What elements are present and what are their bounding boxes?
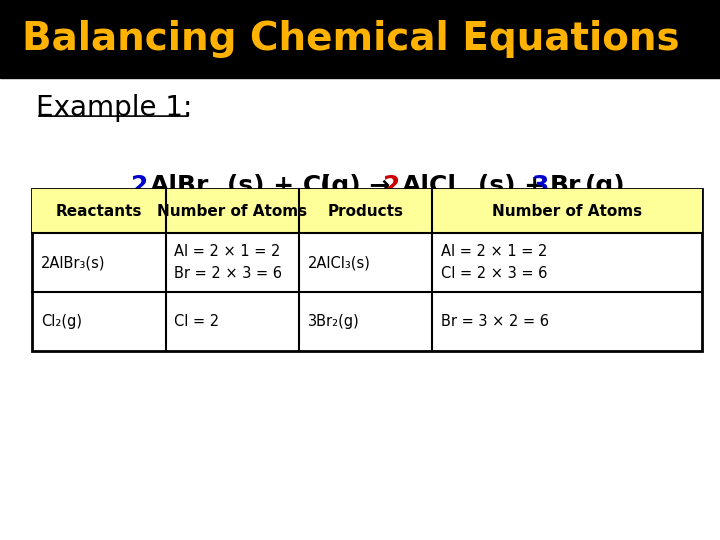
Text: Example 1:: Example 1: xyxy=(36,94,192,122)
Text: Reactants: Reactants xyxy=(55,204,143,219)
Text: 3: 3 xyxy=(240,267,248,281)
Text: Products: Products xyxy=(328,204,403,219)
Text: 2: 2 xyxy=(310,191,321,209)
Text: Number of Atoms: Number of Atoms xyxy=(157,204,307,219)
Text: .  Count the atoms again:: . Count the atoms again: xyxy=(248,258,495,277)
Text: of 2 in front of AlCl: of 2 in front of AlCl xyxy=(36,258,220,277)
Text: Al = 2 × 1 = 2
Br = 2 × 3 = 6: Al = 2 × 1 = 2 Br = 2 × 3 = 6 xyxy=(174,244,282,281)
Text: 3: 3 xyxy=(216,191,228,209)
FancyBboxPatch shape xyxy=(32,189,166,233)
Text: 3Br₂(g): 3Br₂(g) xyxy=(307,314,359,329)
Text: 3: 3 xyxy=(468,191,480,209)
Text: Balance the number of aluminum atoms by adding a coefficient: Balance the number of aluminum atoms by … xyxy=(36,229,660,248)
Text: (g) →: (g) → xyxy=(320,174,391,198)
Text: 2AlBr₃(s): 2AlBr₃(s) xyxy=(41,255,106,270)
FancyBboxPatch shape xyxy=(432,189,702,233)
Text: Cl₂(g): Cl₂(g) xyxy=(41,314,82,329)
FancyBboxPatch shape xyxy=(0,0,720,78)
FancyBboxPatch shape xyxy=(166,189,299,233)
Text: AlCl: AlCl xyxy=(402,174,456,198)
Text: Al = 2 × 1 = 2
Cl = 2 × 3 = 6: Al = 2 × 1 = 2 Cl = 2 × 3 = 6 xyxy=(441,244,547,281)
Text: $\mathbf{3}$: $\mathbf{3}$ xyxy=(531,174,548,198)
Text: $\mathbf{2}$: $\mathbf{2}$ xyxy=(382,174,399,198)
Text: (g): (g) xyxy=(585,174,625,198)
Text: $\mathbf{2}$: $\mathbf{2}$ xyxy=(130,174,147,198)
Text: (s) + Cl: (s) + Cl xyxy=(227,174,330,198)
Text: Br = 3 × 2 = 6: Br = 3 × 2 = 6 xyxy=(441,314,549,329)
Text: (s) +: (s) + xyxy=(478,174,554,198)
Text: Balancing Chemical Equations: Balancing Chemical Equations xyxy=(22,20,679,58)
FancyBboxPatch shape xyxy=(32,189,702,351)
Text: Br: Br xyxy=(549,174,581,198)
Text: AlBr: AlBr xyxy=(150,174,209,198)
Text: Number of Atoms: Number of Atoms xyxy=(492,204,642,219)
Text: 2: 2 xyxy=(575,191,586,209)
Text: 2AlCl₃(s): 2AlCl₃(s) xyxy=(307,255,370,270)
Text: Cl = 2: Cl = 2 xyxy=(174,314,220,329)
FancyBboxPatch shape xyxy=(299,189,432,233)
